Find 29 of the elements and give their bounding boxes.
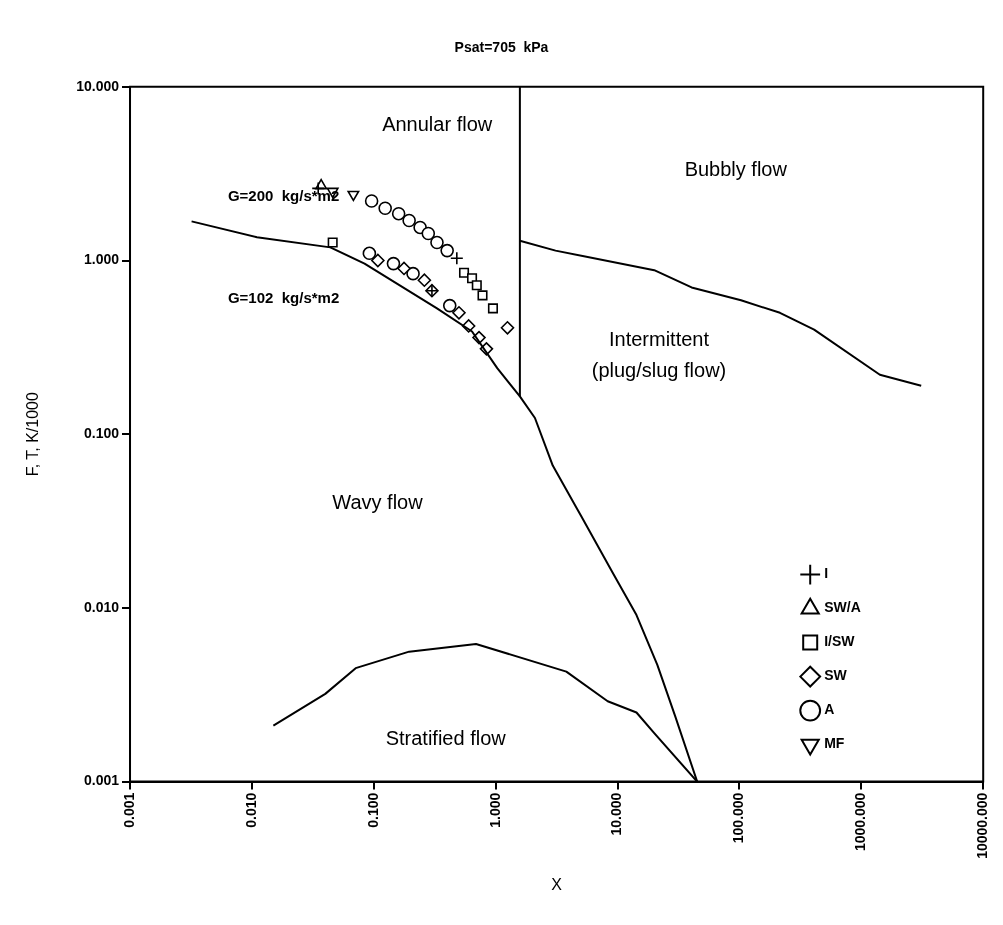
legend-label: MF (824, 735, 845, 752)
annotation: Wavy flow (332, 491, 424, 514)
annotation: (plug/slug flow) (591, 359, 727, 382)
y-tick-label: 10.000 (76, 77, 120, 94)
legend-label: I (824, 565, 829, 582)
y-tick-label: 0.001 (83, 772, 120, 789)
legend-label: SW (824, 667, 848, 684)
annotation: G=102 kg/s*m2 (227, 288, 340, 306)
y-tick-label: 0.100 (83, 425, 120, 442)
y-tick-label: 1.000 (83, 251, 120, 268)
annotation: Stratified flow (385, 727, 507, 750)
x-tick-label: 0.010 (242, 792, 259, 828)
x-tick-label: 1000.000 (852, 792, 869, 852)
x-tick-label: 100.000 (730, 792, 747, 844)
x-tick-label: 10.000 (608, 792, 625, 836)
x-tick-label: 0.100 (364, 792, 381, 828)
chart-title: Psat=705 kPa (454, 39, 549, 56)
annotation: Annular flow (382, 112, 493, 135)
x-tick-label: 1.000 (486, 792, 503, 828)
x-tick-label: 10000.000 (974, 792, 991, 859)
y-tick-label: 0.010 (83, 598, 120, 615)
annotation: Bubbly flow (684, 157, 788, 180)
y-axis-title: F, T, K/1000 (24, 392, 42, 477)
legend-label: I/SW (824, 633, 856, 650)
annotation: G=200 kg/s*m2 (227, 186, 340, 204)
annotation: Intermittent (608, 327, 710, 350)
x-axis-title: X (551, 875, 563, 893)
legend-label: A (824, 701, 835, 718)
legend-label: SW/A (824, 599, 861, 616)
